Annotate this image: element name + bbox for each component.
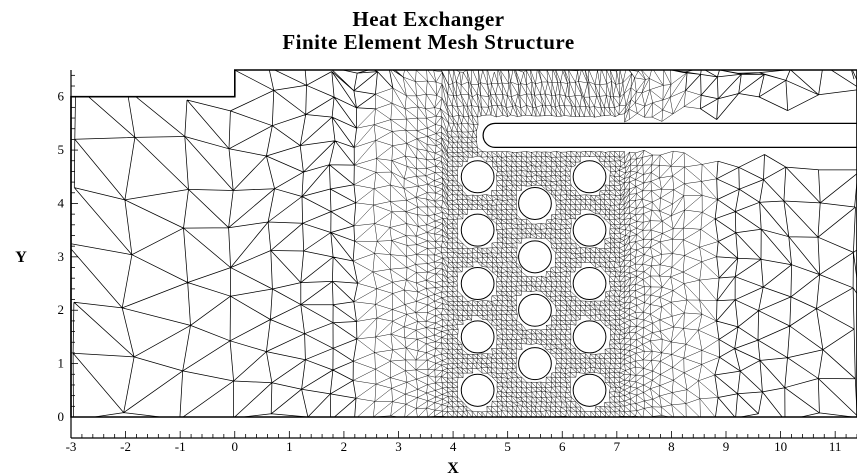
x-tick-label: 5 [504,439,511,454]
x-tick-label: 3 [395,439,402,454]
y-axis-label: Y [15,249,27,266]
chart-title: Heat Exchanger [352,7,505,31]
tube-hole-6 [518,347,552,381]
y-tick-label: 3 [58,249,65,264]
tube-hole-7 [518,293,552,327]
y-tick-label: 0 [58,409,65,424]
x-tick-label: 11 [829,439,842,454]
tube-hole-11 [572,320,607,354]
tube-hole-12 [572,267,607,301]
tube-hole-1 [460,373,495,407]
tube-hole-10 [572,373,607,407]
mesh-lines [71,70,857,417]
x-tick-label: 10 [774,439,787,454]
tube-hole-2 [460,320,495,354]
x-axis-label: X [447,460,459,476]
x-tick-label: 6 [559,439,566,454]
tube-hole-9 [518,186,552,220]
x-tick-label: 0 [232,439,239,454]
x-tick-label: -1 [175,439,186,454]
tube-hole-8 [518,240,552,274]
tube-holes [460,122,857,407]
tube-hole-5 [460,160,495,194]
x-tick-label: 1 [286,439,293,454]
tube-hole-13 [572,213,607,247]
x-tick-label: -3 [66,439,77,454]
tube-hole-14 [572,160,607,194]
tube-hole-4 [460,213,495,247]
x-tick-label: 4 [450,439,457,454]
axes: -3 -2 -1 0 1 2 3 4 5 6 7 8 9 10 11 0 1 2 3 4 5 6 [58,70,857,454]
y-tick-label: 5 [58,142,65,157]
baffle-plate [482,122,857,149]
y-tick-label: 1 [58,356,65,371]
y-tick-label: 2 [58,302,65,317]
mesh-coarse-edges [71,70,857,417]
x-tick-label: 9 [723,439,730,454]
mesh-fine-edges [352,70,720,417]
x-tick-label: 7 [614,439,621,454]
chart-subtitle: Finite Element Mesh Structure [282,30,575,54]
y-tick-label: 4 [58,195,65,210]
y-tick-label: 6 [58,89,65,104]
x-tick-label: -2 [120,439,131,454]
x-tick-label: 8 [668,439,675,454]
tube-hole-3 [460,267,495,301]
x-tick-label: 2 [341,439,348,454]
